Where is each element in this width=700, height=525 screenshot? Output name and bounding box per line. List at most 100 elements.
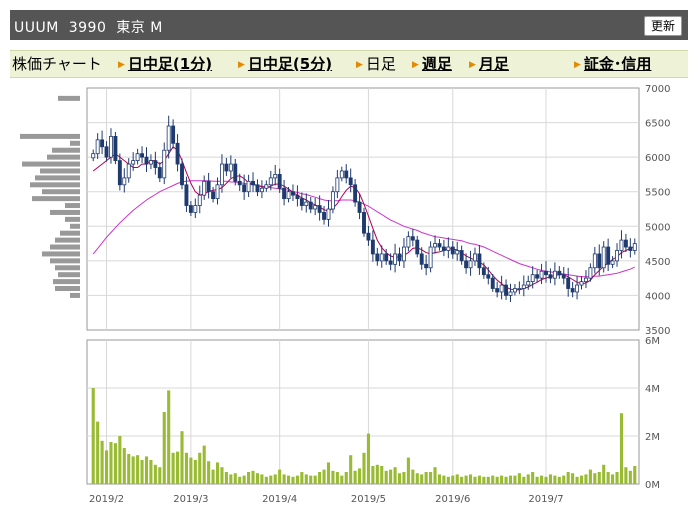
candle-body bbox=[109, 135, 113, 158]
volume-bar bbox=[571, 473, 575, 484]
profile-bar bbox=[32, 196, 80, 202]
volume-bar bbox=[340, 475, 344, 484]
tab-label: 日中足(1分) bbox=[127, 55, 213, 73]
volume-bar bbox=[522, 476, 526, 484]
candle-body bbox=[184, 184, 189, 206]
candle-body bbox=[575, 284, 580, 293]
volume-bar bbox=[566, 472, 570, 484]
candle-body bbox=[526, 281, 531, 286]
refresh-button[interactable]: 更新 bbox=[643, 16, 682, 36]
candle-body bbox=[486, 274, 491, 279]
volume-bar bbox=[313, 475, 317, 484]
candle-body bbox=[224, 163, 229, 172]
price-tick-label: 7000 bbox=[645, 84, 670, 95]
tab-margin[interactable]: ▶ 証金･信用 bbox=[574, 54, 651, 75]
candle-body bbox=[384, 253, 389, 262]
candle-body bbox=[530, 274, 535, 282]
volume-bar bbox=[149, 460, 153, 484]
candle-body bbox=[344, 170, 349, 179]
date-label: 2019/4 bbox=[262, 494, 297, 505]
volume-bar bbox=[424, 472, 428, 484]
candle-body bbox=[601, 246, 606, 269]
tab-label: 月足 bbox=[478, 55, 509, 73]
candle-body bbox=[353, 184, 358, 203]
profile-bar bbox=[50, 258, 80, 264]
volume-bar bbox=[113, 443, 117, 484]
volume-bar bbox=[193, 460, 197, 484]
candle-body bbox=[162, 149, 167, 179]
date-label: 2019/3 bbox=[173, 494, 208, 505]
profile-bar bbox=[30, 182, 80, 188]
tab-intraday-5min[interactable]: ▶ 日中足(5分) bbox=[238, 54, 332, 75]
volume-bar bbox=[318, 472, 322, 484]
volume-bar bbox=[615, 472, 619, 484]
candle-body bbox=[339, 170, 344, 179]
volume-bar bbox=[491, 475, 495, 484]
volume-bar bbox=[628, 470, 632, 484]
stock-title: UUUM 3990 東京 M bbox=[14, 20, 163, 36]
candle-body bbox=[441, 246, 446, 251]
candle-body bbox=[561, 274, 566, 279]
volume-bar bbox=[579, 475, 584, 484]
candle-body bbox=[197, 194, 202, 206]
price-panel-frame bbox=[86, 87, 640, 331]
candle-body bbox=[277, 174, 282, 189]
candle-body bbox=[357, 201, 362, 213]
volume-bar bbox=[140, 460, 144, 484]
candle-body bbox=[552, 270, 557, 279]
volume-bar bbox=[229, 474, 233, 484]
volume-bar bbox=[104, 450, 109, 484]
volume-bar bbox=[468, 474, 473, 484]
candle-body bbox=[166, 125, 171, 151]
tab-intraday-1min[interactable]: ▶ 日中足(1分) bbox=[118, 54, 212, 75]
candle-body bbox=[388, 260, 393, 265]
tab-monthly[interactable]: ▶ 月足 bbox=[469, 54, 509, 75]
candle-body bbox=[397, 253, 402, 262]
volume-bar bbox=[224, 472, 228, 484]
volume-bar bbox=[513, 475, 517, 484]
candle-body bbox=[193, 205, 198, 213]
date-axis: 2019/2 2019/3 2019/4 2019/5 2019/6 2019/7 bbox=[89, 494, 564, 505]
volume-bar bbox=[202, 445, 206, 484]
volume-bar bbox=[544, 476, 548, 484]
candle-body bbox=[362, 212, 366, 234]
candle-body bbox=[490, 277, 495, 289]
volume-bar bbox=[326, 462, 331, 484]
candle-body bbox=[175, 142, 180, 165]
volume-bar bbox=[633, 466, 637, 484]
volume-bar bbox=[189, 457, 193, 484]
triangle-icon: ▶ bbox=[238, 60, 245, 70]
volume-bar bbox=[406, 457, 410, 484]
volume-bar bbox=[118, 436, 122, 484]
candle-body bbox=[219, 163, 224, 186]
volume-bar bbox=[127, 454, 131, 484]
volume-bar bbox=[162, 412, 166, 484]
profile-bar bbox=[35, 175, 80, 181]
volume-bar bbox=[415, 473, 419, 484]
candle-body bbox=[100, 139, 105, 148]
candle-body bbox=[606, 246, 611, 265]
candle-body bbox=[481, 267, 486, 276]
volume-bar bbox=[486, 476, 490, 484]
candle-body bbox=[592, 253, 597, 269]
candle-body bbox=[273, 174, 278, 179]
profile-bar bbox=[52, 147, 80, 153]
volume-bar bbox=[136, 455, 140, 484]
volume-bar bbox=[588, 469, 592, 484]
candle-body bbox=[122, 177, 127, 186]
candle-body bbox=[286, 191, 291, 200]
price-tick-label: 5000 bbox=[645, 222, 670, 233]
volume-bar bbox=[238, 476, 242, 484]
volume-bar bbox=[335, 472, 339, 484]
volume-bar bbox=[375, 464, 379, 484]
price-axis: 7000 6500 6000 5500 5000 4500 4000 3500 bbox=[645, 84, 670, 337]
candle-body bbox=[117, 160, 122, 186]
volume-bar bbox=[153, 464, 157, 484]
profile-bar bbox=[22, 161, 80, 167]
tab-label: 週足 bbox=[421, 55, 452, 73]
candle-body bbox=[615, 250, 619, 262]
price-tick-label: 5500 bbox=[645, 188, 670, 199]
tab-weekly[interactable]: ▶ 週足 bbox=[412, 54, 452, 75]
volume-bar bbox=[295, 475, 299, 484]
candle-body bbox=[251, 180, 255, 186]
